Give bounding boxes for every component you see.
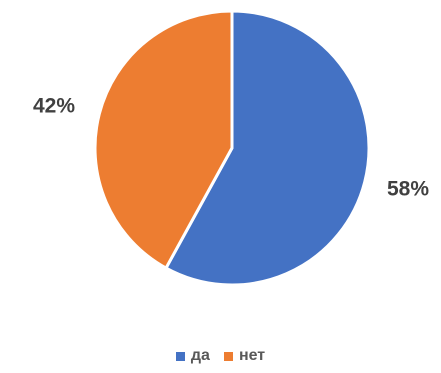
pie-slice-net — [93, 9, 234, 270]
legend-item-da: да — [175, 347, 210, 365]
pie-slices — [93, 9, 371, 287]
data-label-net: 42% — [33, 95, 75, 118]
legend-swatch-da — [175, 351, 185, 361]
pie-slice-da — [164, 9, 371, 287]
chart-legend: да нет — [0, 347, 441, 365]
legend-label-net: нет — [238, 347, 266, 364]
legend-swatch-net — [223, 351, 233, 361]
legend-item-net: нет — [223, 347, 266, 365]
legend-label-da: да — [190, 347, 210, 364]
data-label-da: 58% — [387, 178, 429, 201]
pie-data-labels: 58% 42% — [33, 95, 429, 201]
